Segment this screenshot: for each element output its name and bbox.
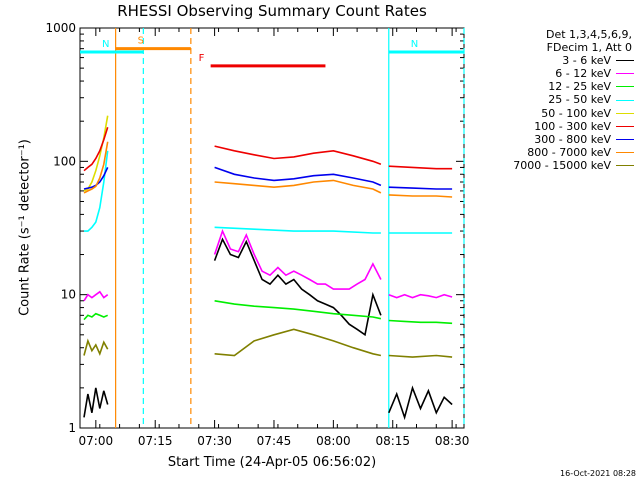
legend-item-label: 100 - 300 keV — [534, 119, 611, 133]
series-line — [213, 237, 382, 337]
series-line — [214, 300, 382, 320]
legend-item-label: 800 - 7000 keV — [527, 145, 611, 159]
legend-header-line-2: FDecim 1, Att 0 — [546, 41, 632, 55]
footer-timestamp: 16-Oct-2021 08:28 — [560, 469, 636, 478]
x-tick-label: 07:15 — [138, 434, 173, 448]
y-tick-label: 10 — [61, 288, 76, 302]
legend-swatch — [616, 138, 634, 140]
series-line — [214, 179, 382, 194]
legend-item-label: 7000 - 15000 keV — [513, 158, 611, 172]
legend-item-label: 3 - 6 keV — [562, 54, 611, 68]
series-line — [214, 226, 381, 234]
series-line — [83, 387, 109, 418]
legend-item-label: 25 - 50 keV — [548, 93, 611, 107]
series-line — [213, 228, 382, 290]
legend-item: 3 - 6 keV — [474, 54, 634, 67]
annotation-label: N — [411, 39, 418, 50]
x-tick-label: 08:15 — [375, 434, 410, 448]
legend-swatch — [616, 125, 634, 127]
legend-swatch — [616, 86, 634, 88]
series-line — [388, 354, 453, 358]
chart-title: RHESSI Observing Summary Count Rates — [117, 2, 427, 20]
legend-swatch — [616, 60, 634, 62]
series-line — [388, 319, 453, 325]
y-axis-label: Count Rate (s⁻¹ detector⁻¹) — [17, 139, 33, 316]
y-tick-label: 1000 — [45, 21, 76, 35]
legend-item-label: 6 - 12 keV — [555, 67, 611, 81]
legend-swatch — [616, 151, 634, 153]
annotation-label: S — [138, 36, 144, 47]
legend-item: 800 - 7000 keV — [474, 146, 634, 159]
legend-header-line-1: Det 1,3,4,5,6,9, — [545, 28, 632, 41]
series-line — [388, 194, 453, 198]
legend-item: 100 - 300 keV — [474, 120, 634, 133]
legend-item-label: 12 - 25 keV — [548, 80, 611, 94]
x-tick-label: 08:00 — [316, 434, 351, 448]
x-tick-label: 07:30 — [197, 434, 232, 448]
series-line — [388, 186, 453, 190]
legend-item-label: 300 - 800 keV — [534, 132, 611, 146]
legend-item-label: 50 - 100 keV — [541, 106, 611, 120]
series-line — [83, 290, 109, 302]
y-tick-label: 100 — [53, 154, 76, 168]
legend-item: 6 - 12 keV — [474, 67, 634, 80]
series-line — [388, 165, 453, 170]
legend-swatch — [616, 73, 634, 75]
legend-swatch — [616, 99, 634, 101]
series-line — [83, 338, 109, 356]
plot-frame — [79, 27, 465, 429]
annotation-label: F — [199, 53, 205, 64]
series-line — [83, 127, 109, 172]
x-axis-label: Start Time (24-Apr-05 06:56:02) — [167, 455, 377, 470]
legend-item: 25 - 50 keV — [474, 93, 634, 106]
legend-item: 300 - 800 keV — [474, 133, 634, 146]
legend-items: 3 - 6 keV 6 - 12 keV 12 - 25 keV 25 - 50 ke… — [474, 54, 634, 172]
x-tick-label: 07:00 — [79, 434, 114, 448]
legend-item: 50 - 100 keV — [474, 107, 634, 120]
series-line — [83, 141, 109, 194]
series-line — [388, 293, 453, 299]
series-line — [214, 328, 382, 357]
legend-item: 12 - 25 keV — [474, 80, 634, 93]
series-line — [388, 385, 453, 421]
series-line — [83, 312, 109, 321]
annotation-label: N — [102, 39, 109, 50]
legend-swatch — [616, 112, 634, 114]
x-tick-label: 07:45 — [257, 434, 292, 448]
series-line — [214, 145, 382, 166]
series-line — [84, 150, 109, 232]
legend-item: 7000 - 15000 keV — [474, 159, 634, 172]
series-line — [214, 166, 382, 187]
legend: Det 1,3,4,5,6,9, FDecim 1, Att 0 3 - 6 k… — [474, 28, 634, 172]
legend-swatch — [616, 164, 634, 166]
x-tick-label: 08:30 — [435, 434, 470, 448]
y-tick-label: 1 — [68, 421, 76, 435]
